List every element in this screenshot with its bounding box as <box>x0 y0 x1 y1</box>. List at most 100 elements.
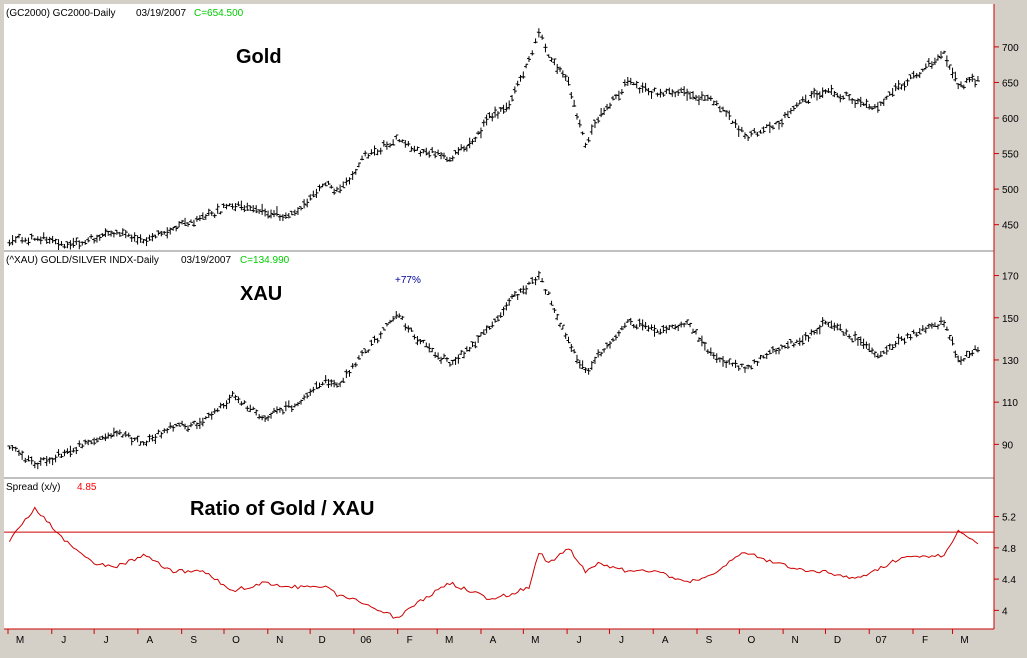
ohlc-bar <box>649 324 654 331</box>
ohlc-bar <box>944 326 949 331</box>
y-tick-label: 110 <box>1002 398 1018 409</box>
ohlc-bar <box>421 149 426 154</box>
ohlc-bar <box>890 344 895 350</box>
ohlc-bar <box>592 356 597 364</box>
ohlc-bar <box>826 321 831 327</box>
x-tick-label: O <box>747 635 755 646</box>
ohlc-bar <box>433 351 438 359</box>
ohlc-bar <box>236 201 241 207</box>
ohlc-bar <box>289 210 294 216</box>
ohlc-bar <box>549 57 554 63</box>
ohlc-bar <box>602 348 607 353</box>
ohlc-bar <box>212 408 217 414</box>
ohlc-bar <box>932 57 937 66</box>
ohlc-bar <box>724 110 729 117</box>
x-tick-label: N <box>276 635 283 646</box>
ohlc-bar <box>74 237 79 245</box>
ohlc-bar <box>233 203 238 212</box>
ohlc-bar <box>353 362 358 368</box>
ohlc-bar <box>643 82 648 92</box>
ohlc-bar <box>574 354 579 364</box>
ohlc-bar <box>100 435 105 440</box>
ohlc-bar <box>180 420 185 426</box>
ohlc-bar <box>490 321 495 328</box>
ohlc-bar <box>323 375 328 384</box>
ohlc-bar <box>83 439 88 445</box>
ohlc-bar <box>875 102 880 113</box>
ohlc-bar <box>858 336 863 346</box>
ohlc-bar <box>329 379 334 387</box>
ohlc-bar <box>233 394 238 401</box>
ohlc-bar <box>120 228 125 237</box>
ohlc-bar <box>44 456 49 467</box>
ohlc-bar <box>71 447 76 453</box>
ohlc-bar <box>774 348 779 355</box>
ohlc-bar <box>770 125 775 130</box>
ohlc-bar <box>838 323 843 331</box>
ohlc-bar <box>227 394 232 404</box>
ohlc-bar <box>94 234 99 243</box>
ohlc-bar <box>749 365 754 370</box>
ohlc-bar <box>299 206 304 211</box>
ohlc-bar <box>314 188 319 198</box>
ohlc-bar <box>206 208 211 216</box>
ohlc-bar <box>711 352 716 359</box>
x-tick-label: M <box>531 635 539 646</box>
ohlc-bar <box>812 87 817 98</box>
ohlc-bar <box>820 317 825 327</box>
ohlc-bar <box>74 446 79 455</box>
ohlc-bar <box>580 360 585 370</box>
ohlc-bar <box>53 454 58 463</box>
ohlc-bar <box>755 360 760 366</box>
ohlc-bar <box>251 205 256 213</box>
ohlc-bar <box>450 359 455 365</box>
ohlc-bar <box>493 106 498 118</box>
ohlc-bar <box>752 128 757 134</box>
ohlc-bar <box>501 306 506 316</box>
ohlc-bar <box>159 431 164 439</box>
ohlc-bar <box>109 230 114 237</box>
ohlc-bar <box>274 206 279 217</box>
ohlc-bar <box>563 74 568 81</box>
ohlc-bar <box>456 147 461 156</box>
ratio-line <box>8 506 979 619</box>
x-tick-label: M <box>960 635 968 646</box>
x-tick-label: J <box>619 635 624 646</box>
ohlc-bar <box>721 106 726 112</box>
x-tick-label: M <box>16 635 24 646</box>
ohlc-bar <box>13 236 18 244</box>
ohlc-bar <box>967 351 972 358</box>
ohlc-bar <box>129 437 134 446</box>
ohlc-bar <box>487 112 492 119</box>
ohlc-bar <box>699 91 704 101</box>
ohlc-bar <box>347 177 352 185</box>
ohlc-bar <box>875 353 880 359</box>
ohlc-bar <box>727 110 732 120</box>
ohlc-bar <box>870 347 875 354</box>
ohlc-bar <box>194 422 199 430</box>
ohlc-bar <box>47 457 52 464</box>
ohlc-bar <box>555 313 560 321</box>
ohlc-bar <box>97 234 102 241</box>
ohlc-bar <box>323 182 328 187</box>
ohlc-bar <box>156 429 161 435</box>
ohlc-bar <box>521 71 526 79</box>
ohlc-bar <box>956 355 961 363</box>
ohlc-bar <box>171 425 176 432</box>
ohlc-bar <box>835 92 840 98</box>
panel-label-gold: Gold <box>236 46 282 68</box>
ohlc-bar <box>338 381 343 388</box>
ohlc-bar <box>803 94 808 104</box>
ohlc-bar <box>899 84 904 90</box>
ohlc-bar <box>86 237 91 243</box>
ohlc-bar <box>114 430 119 437</box>
ohlc-bar <box>872 351 877 358</box>
ohlc-bar <box>761 355 766 359</box>
ohlc-bar <box>29 233 34 240</box>
ohlc-bar <box>817 91 822 100</box>
ohlc-bar <box>103 228 108 237</box>
ohlc-bar <box>693 329 698 335</box>
ohlc-bar <box>736 365 741 371</box>
ohlc-bar <box>111 427 116 437</box>
x-tick-label: J <box>104 635 109 646</box>
